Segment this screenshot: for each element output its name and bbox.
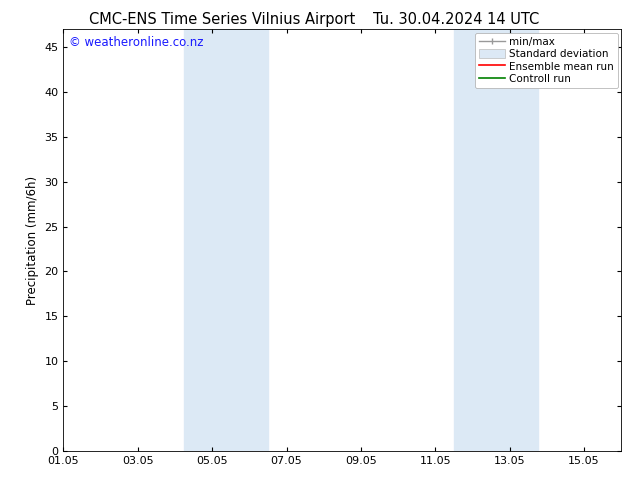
Bar [482,29,538,451]
Text: CMC-ENS Time Series Vilnius Airport: CMC-ENS Time Series Vilnius Airport [89,12,355,27]
Bar [212,29,268,451]
Text: © weatheronline.co.nz: © weatheronline.co.nz [69,36,204,49]
Legend: min/max, Standard deviation, Ensemble mean run, Controll run: min/max, Standard deviation, Ensemble me… [475,32,618,88]
Bar [454,29,482,451]
Y-axis label: Precipitation (mm/6h): Precipitation (mm/6h) [26,175,39,305]
Bar [184,29,212,451]
Text: Tu. 30.04.2024 14 UTC: Tu. 30.04.2024 14 UTC [373,12,540,27]
